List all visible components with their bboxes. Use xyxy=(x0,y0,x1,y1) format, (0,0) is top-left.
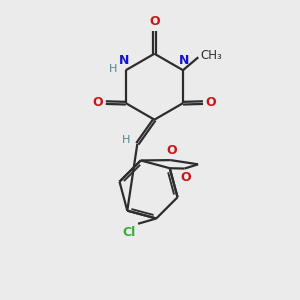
Text: O: O xyxy=(206,96,216,109)
Text: H: H xyxy=(122,135,130,145)
Text: O: O xyxy=(149,15,160,28)
Text: N: N xyxy=(119,54,130,67)
Text: O: O xyxy=(167,144,177,157)
Text: CH₃: CH₃ xyxy=(201,49,222,62)
Text: H: H xyxy=(109,64,118,74)
Text: Cl: Cl xyxy=(122,226,136,239)
Text: N: N xyxy=(179,54,190,67)
Text: O: O xyxy=(93,96,104,109)
Text: O: O xyxy=(181,171,191,184)
